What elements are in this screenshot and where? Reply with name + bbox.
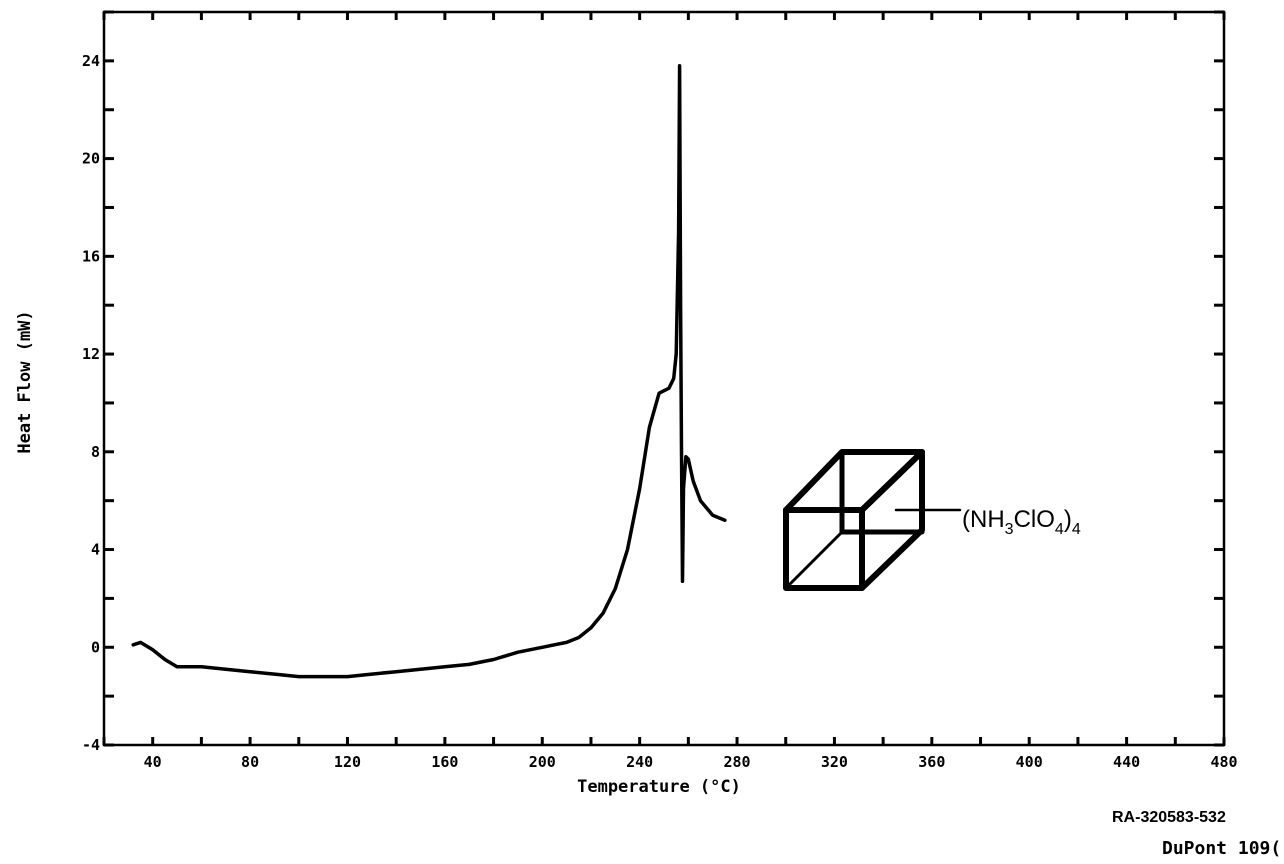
x-tick-label: 360 [918,753,945,771]
x-tick-label: 400 [1016,753,1043,771]
x-tick-label: 320 [821,753,848,771]
x-tick-label: 480 [1210,753,1237,771]
y-tick-labels: -4 0 4 8 12 16 20 24 [82,52,100,754]
x-tick-label: 280 [723,753,750,771]
reference-code: RA-320583-532 [1112,809,1226,826]
x-tick-label: 120 [334,753,361,771]
x-tick-label: 440 [1113,753,1140,771]
y-tick-label: 0 [91,638,100,656]
cube-illustration [783,449,962,591]
x-tick-labels: 40 80 120 160 200 240 280 320 360 400 440 480 [144,753,1238,771]
y-tick-label: 20 [82,150,100,168]
x-tick-label: 200 [529,753,556,771]
plot-axes [102,10,1226,747]
x-tick-label: 40 [144,753,162,771]
instrument-label: DuPont 109( [1162,838,1282,859]
formula-label: (NH3ClO4)4 [962,506,1081,538]
y-tick-label: 16 [82,247,100,265]
heat-flow-line [131,64,727,679]
tick-marks [102,10,1226,747]
x-tick-label: 80 [241,753,259,771]
y-tick-label: 4 [91,541,100,559]
y-tick-label: -4 [82,736,100,754]
cube-top-face [783,449,925,513]
y-tick-label: 12 [82,345,100,363]
x-tick-label: 240 [626,753,653,771]
y-tick-label: 8 [91,443,100,461]
y-axis-title: Heat Flow (mW) [15,310,35,453]
x-axis-title: Temperature (°C) [577,777,741,797]
cube-hidden-edge-diagonal [784,530,844,590]
series-group [131,64,727,679]
plot-frame [102,10,1226,747]
y-tick-label: 24 [82,52,100,70]
x-tick-label: 160 [431,753,458,771]
cube-right-face [859,449,925,591]
